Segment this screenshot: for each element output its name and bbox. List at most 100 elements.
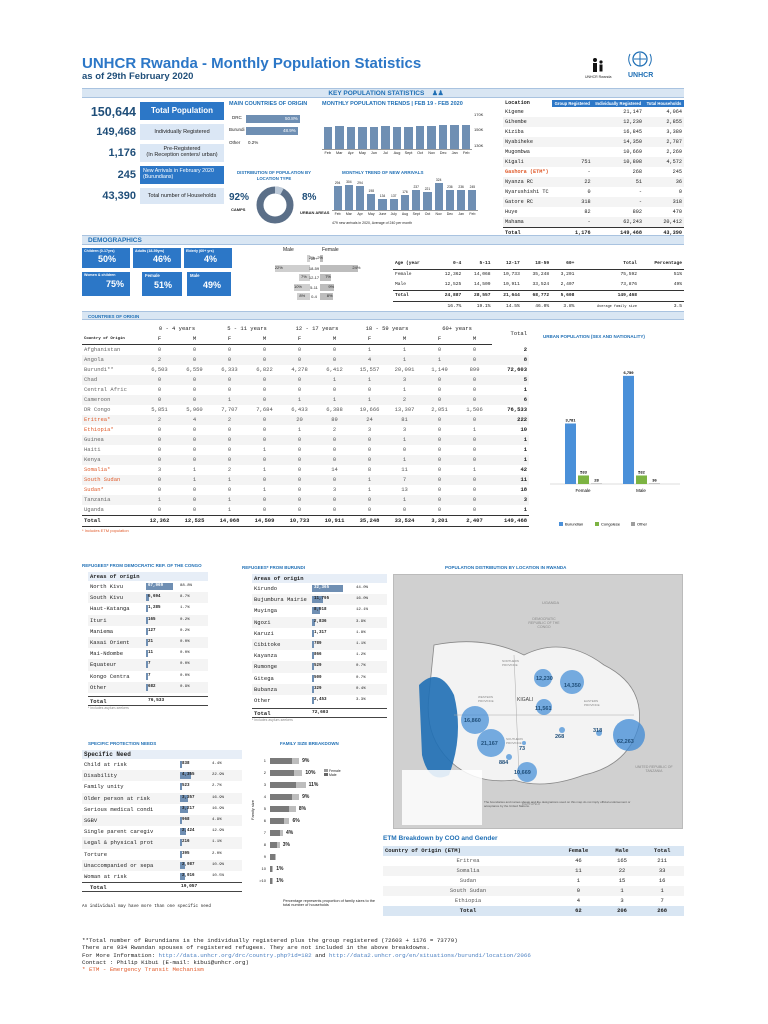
coo-cell: 2,051: [431, 406, 448, 413]
coo-cell: 0: [157, 456, 162, 463]
coo-sex-header: F: [142, 334, 177, 345]
family-pct: 6%: [292, 818, 300, 824]
age-header: 0-4: [434, 259, 464, 270]
location-name: Gatore RC: [505, 199, 534, 205]
coo-cell: 0: [297, 456, 302, 463]
age-header: 5-11: [463, 259, 493, 270]
trend-bar: [346, 127, 356, 149]
location-total-value: 1,176: [575, 230, 591, 236]
row-pct: 0.9%: [180, 684, 190, 689]
coo-sex-header: M: [317, 334, 353, 345]
row-label: Other: [254, 696, 271, 704]
pyramid-bar-male: [274, 264, 310, 272]
map-value-kigali: 11,561: [535, 706, 552, 712]
etm-row: Somalia 11 22 33: [383, 866, 684, 876]
coo-row: DR Congo 5,851 5,960 7,707 7,684 6,433 6,388 19…: [82, 405, 529, 415]
coo-cell: 0: [332, 356, 337, 363]
coo-cell: 0: [472, 506, 477, 513]
location-value: 802: [632, 209, 642, 215]
pyramid-bar-female: [320, 274, 332, 281]
coo-cell: 89: [331, 416, 338, 423]
arrival-bar: [423, 191, 432, 210]
trend-month-label: Jan: [451, 151, 458, 155]
country-name: DRC: [232, 115, 242, 120]
urban-bar: [565, 423, 576, 484]
arrival-bars: 294 304 294 198 134 137 176 237 221 324 236 236 245: [332, 176, 478, 211]
family-legend: Female Male: [324, 769, 341, 777]
urban-bar: [591, 483, 602, 484]
family-bar: [270, 794, 292, 800]
protRows-row: Child at risk 838 4.4%: [82, 759, 242, 770]
coo-row-total: 72,603: [507, 366, 528, 373]
location-name: Kigali: [505, 159, 524, 165]
family-size-label: 4: [263, 794, 266, 799]
location-name: Kigeme: [505, 109, 524, 115]
coo-band: COUNTRIES OF ORIGIN: [82, 311, 684, 320]
location-value: 2,855: [666, 119, 682, 125]
drcRows-row: Equateur 7 0.0%: [88, 659, 208, 671]
pyramid-male-pct: 10%: [293, 283, 302, 289]
etm-total-cell: Total: [459, 907, 477, 914]
women-label: Women & children: [84, 273, 116, 277]
coo-sex-header: F: [352, 334, 388, 345]
row-value: 968: [182, 817, 190, 822]
coo-cell: 0: [192, 346, 197, 353]
family-bar-tip: [284, 818, 290, 824]
arrival-value-label: 236: [458, 185, 464, 190]
adults-box: Adults (18-59yrs) 46%: [133, 248, 181, 268]
etm-cell: 0: [576, 887, 581, 894]
row-label: Gitega: [254, 674, 274, 682]
coo-cell: 1: [332, 396, 337, 403]
coo-row-total: 2: [523, 345, 528, 353]
drc-total-value: 76,533: [148, 697, 165, 703]
coo-cell: 0: [262, 496, 267, 503]
row-pct: 8.7%: [180, 595, 190, 600]
trend-month-label: Jul: [383, 151, 388, 155]
trend-bar: [335, 126, 344, 149]
map-label-western: WESTERN PROVINCE: [478, 695, 494, 703]
coo-cell: 0: [297, 476, 302, 483]
family-bar: [270, 842, 278, 848]
etm-header: Total: [653, 847, 671, 854]
coo-cell: 0: [297, 496, 302, 503]
coo-cell: 1: [297, 426, 302, 433]
row-bar: [146, 627, 148, 635]
row-bar: [312, 685, 314, 693]
link-burundi[interactable]: http://data2.unhcr.org/en/situations/bur…: [329, 951, 531, 959]
arrival-month-label: June: [378, 212, 387, 216]
protRows-row: SGBV 968 4.9%: [82, 814, 242, 827]
drcRows-row: North Kivu 67,969 88.8%: [88, 581, 208, 592]
coo-row-total: 11: [520, 476, 528, 483]
location-name: Gashora (ETM*): [505, 169, 549, 175]
row-label: Serious medical condi: [84, 805, 154, 813]
coo-sex-header: F: [422, 334, 458, 345]
location-name: Mahama: [505, 219, 524, 225]
link-drc[interactable]: http://data.unhcr.org/drc/country.php?id…: [158, 951, 312, 959]
kpi-new-arrivals: 245 New Arrivals in February 2020 (Burun…: [82, 166, 224, 184]
coo-total-cell: 3,201: [431, 517, 448, 524]
coo-cell: 2: [227, 466, 232, 473]
pyramid-age-label: 0-4: [311, 294, 317, 299]
kpi-label-sub: (In Reception centers/ urban): [146, 152, 218, 158]
coo-cell: 0: [367, 436, 372, 443]
location-row: Gihembe 12,230 2,855: [503, 117, 684, 127]
trend-ylabel: 150K: [474, 127, 484, 132]
row-bar: [312, 596, 324, 604]
burRows-row: Rumonge 529 0.7%: [252, 661, 387, 673]
row-value: 8,918: [314, 608, 327, 613]
family-pct: 1%: [276, 866, 284, 872]
urban-bar: [649, 483, 660, 484]
coo-country: Chad: [84, 376, 98, 383]
coo-cell: 0: [437, 386, 442, 393]
row-label: Bubanza: [254, 685, 278, 693]
drcRows-row: Maniema 127 0.2%: [88, 626, 208, 637]
map-label-burundi: BURUNDI: [522, 801, 541, 806]
map-label-uganda: UGANDA: [542, 600, 560, 605]
new-arrivals-title: MONTHLY TREND OF NEW ARRIVALS: [342, 170, 424, 175]
coo-row-total: 222: [517, 416, 528, 423]
coo-table: 0 - 4 years 5 - 11 years 12 - 17 years 18 -…: [82, 324, 530, 533]
burundi-total-label: Total: [254, 710, 271, 718]
etm-cell: 4: [576, 897, 581, 904]
location-row: Gashora (ETM*) - 268 245: [503, 167, 684, 177]
coo-country: Angola: [84, 356, 104, 363]
